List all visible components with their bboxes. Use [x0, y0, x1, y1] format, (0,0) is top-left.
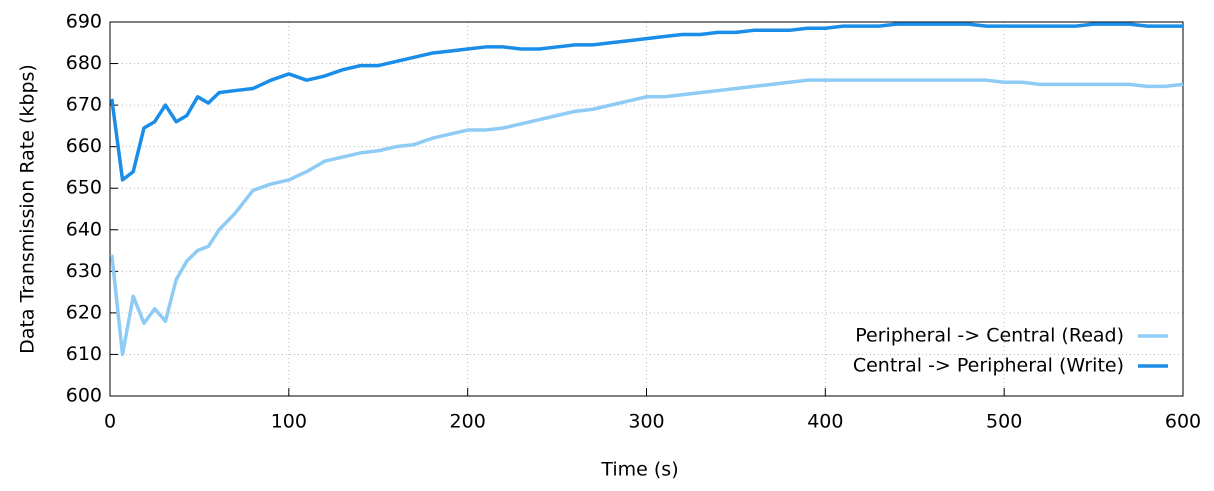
y-tick-label: 630	[66, 260, 102, 282]
line	[110, 78, 1184, 357]
y-tick-label: 670	[66, 94, 102, 116]
y-tick-label: 640	[66, 218, 102, 240]
y-tick-label: 690	[66, 11, 102, 33]
x-tick-label: 200	[450, 411, 486, 433]
plot-frame	[109, 21, 1184, 397]
x-tick-label: 600	[1165, 411, 1201, 433]
x-tick-label: 100	[271, 411, 307, 433]
y-axis-label: Data Transmission Rate (kbps)	[17, 64, 39, 354]
x-axis-label: Time (s)	[600, 459, 678, 481]
legend-label: Central -> Peripheral (Write)	[853, 355, 1124, 377]
x-tick-label: 300	[628, 411, 664, 433]
x-tick-label: 0	[104, 411, 116, 433]
legend-label: Peripheral -> Central (Read)	[855, 325, 1124, 347]
y-tick-label: 620	[66, 301, 102, 323]
y-tick-label: 660	[66, 135, 102, 157]
y-tick-label: 680	[66, 52, 102, 74]
y-tick-label: 650	[66, 177, 102, 199]
y-tick-label: 600	[66, 385, 102, 407]
line	[110, 22, 1183, 182]
x-tick-label: 500	[986, 411, 1022, 433]
x-tick-label: 400	[807, 411, 843, 433]
y-tick-label: 610	[66, 343, 102, 365]
